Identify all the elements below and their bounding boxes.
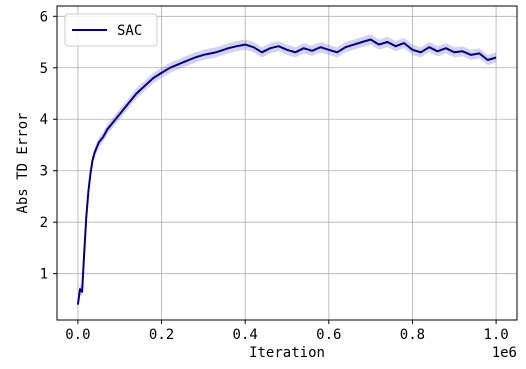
legend-box [64,13,158,47]
y-tick-label: 4 [40,112,48,128]
plot-area-frame [56,5,518,321]
y-axis-label: Abs TD Error [15,112,31,213]
x-tick-label: 0.0 [65,327,90,343]
x-tick-label: 1.0 [483,327,508,343]
y-tick-label: 3 [40,164,48,180]
x-axis-offset-label: 1e6 [492,345,517,361]
x-axis-label: Iteration [249,345,325,361]
x-tick-label: 0.6 [316,327,341,343]
legend: SAC [64,13,158,47]
y-tick-label: 5 [40,61,48,77]
y-tick-label: 6 [40,9,48,25]
y-axis: 1 2 3 4 5 6 [40,9,57,283]
series-line [76,38,497,305]
series-confidence-band [77,34,497,310]
x-tick-label: 0.8 [400,327,425,343]
x-tick-label: 0.4 [233,327,258,343]
series-layer [76,34,497,310]
x-axis: 0.0 0.2 0.4 0.6 0.8 1.0 [65,320,509,343]
y-tick-label: 1 [40,267,48,283]
y-tick-label: 2 [40,215,48,231]
legend-label: SAC [117,23,142,39]
x-tick-label: 0.2 [149,327,174,343]
